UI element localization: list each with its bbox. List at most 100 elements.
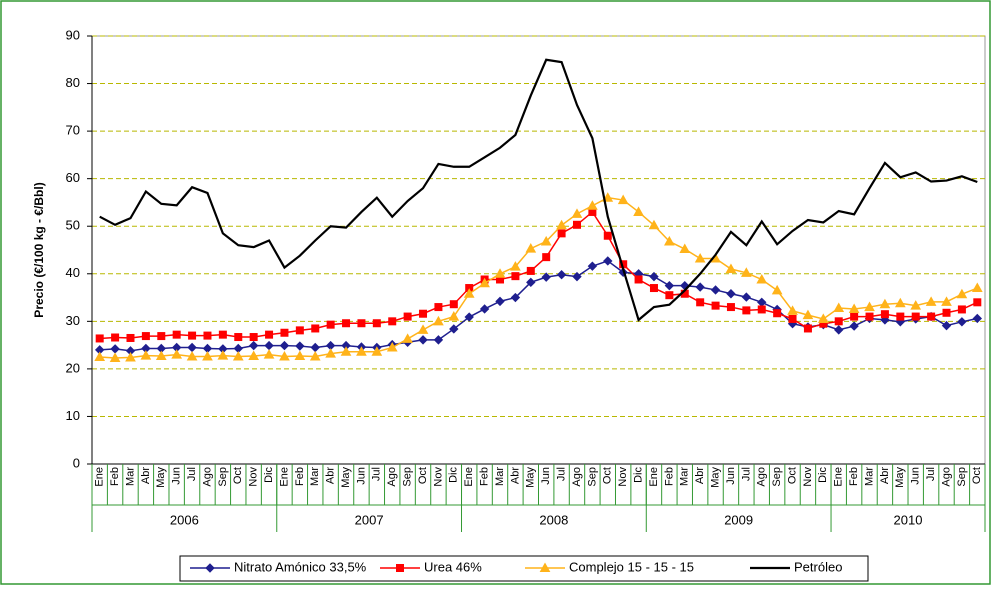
marker	[279, 340, 290, 351]
marker	[495, 296, 505, 307]
x-tick-label: Ago	[940, 467, 952, 487]
legend-label: Nitrato Amónico 33,5%	[234, 559, 367, 574]
x-tick-label: Ago	[201, 467, 213, 487]
marker	[711, 301, 720, 310]
legend-label: Complejo 15 - 15 - 15	[569, 559, 694, 574]
marker	[403, 312, 412, 321]
marker	[696, 298, 705, 307]
x-tick-label: Abr	[140, 467, 152, 484]
marker	[834, 325, 844, 335]
x-tick-label: Oct	[602, 467, 614, 484]
x-tick-label: Nov	[432, 467, 444, 487]
marker	[141, 332, 150, 341]
x-tick-label: Sep	[956, 467, 968, 487]
marker	[109, 352, 121, 362]
marker	[111, 333, 120, 342]
marker	[325, 348, 337, 358]
marker	[742, 306, 751, 315]
x-tick-label: Ene	[648, 467, 660, 487]
x-tick-label: Jun	[725, 467, 737, 485]
marker	[541, 272, 551, 282]
x-tick-label: Oct	[232, 467, 244, 484]
marker	[803, 324, 812, 333]
marker	[419, 309, 428, 318]
x-tick-label: Ago	[571, 467, 583, 487]
marker	[525, 243, 537, 253]
x-tick-label: Nov	[617, 467, 629, 487]
x-tick-label: May	[155, 467, 167, 488]
marker	[449, 300, 458, 309]
marker	[188, 331, 197, 340]
x-tick-label: Nov	[248, 467, 260, 487]
year-label: 2006	[170, 512, 199, 527]
x-tick-label: Ene	[94, 467, 106, 487]
x-tick-label: Mar	[679, 467, 691, 486]
x-tick-label: Jul	[556, 467, 568, 481]
marker	[371, 346, 383, 356]
marker	[571, 208, 583, 218]
marker	[218, 330, 227, 339]
marker	[309, 351, 321, 361]
y-tick-label: 50	[66, 218, 80, 233]
marker	[603, 231, 612, 240]
marker	[634, 275, 643, 284]
plot-area	[91, 35, 986, 465]
marker	[602, 192, 614, 202]
marker	[648, 219, 660, 230]
x-tick-label: Ene	[833, 467, 845, 487]
marker	[526, 266, 535, 275]
marker	[556, 270, 567, 280]
legend-label: Urea 46%	[424, 559, 482, 574]
x-tick-label: Dic	[632, 467, 644, 483]
marker	[572, 220, 581, 229]
marker	[157, 332, 166, 341]
year-label: 2008	[539, 512, 568, 527]
marker	[879, 298, 891, 309]
marker	[155, 350, 167, 361]
x-tick-label: Feb	[294, 467, 306, 486]
marker	[186, 351, 198, 361]
series-line	[99, 210, 978, 340]
marker	[788, 314, 797, 323]
x-tick-label: May	[894, 467, 906, 488]
marker	[911, 312, 920, 321]
legend-label: Petróleo	[794, 559, 842, 574]
x-tick-label: Oct	[971, 467, 983, 484]
x-tick-label: Nov	[802, 467, 814, 487]
marker	[679, 243, 691, 254]
x-tick-label: Feb	[479, 467, 491, 486]
marker	[280, 328, 289, 337]
marker	[834, 317, 843, 326]
marker	[556, 219, 567, 230]
marker	[510, 261, 521, 271]
y-tick-label: 30	[66, 313, 80, 328]
y-tick-label: 40	[66, 265, 80, 280]
x-tick-label: Mar	[309, 467, 321, 486]
x-tick-label: Jul	[925, 467, 937, 481]
marker	[817, 313, 829, 323]
y-tick-label: 80	[66, 75, 80, 90]
x-tick-label: Dic	[817, 467, 829, 483]
marker	[664, 280, 675, 291]
marker	[741, 292, 752, 302]
marker	[94, 351, 106, 361]
y-tick-label: 90	[66, 27, 80, 42]
marker	[894, 297, 906, 308]
marker	[864, 301, 875, 312]
x-tick-label: Dic	[448, 467, 460, 483]
marker	[896, 312, 905, 321]
marker	[434, 303, 443, 312]
marker	[388, 317, 397, 326]
marker	[263, 349, 275, 359]
marker	[342, 319, 351, 328]
marker	[202, 351, 213, 361]
marker	[633, 206, 644, 216]
marker	[464, 312, 474, 322]
marker	[603, 256, 613, 266]
marker	[140, 350, 152, 360]
x-tick-label: Sep	[402, 467, 414, 487]
marker	[171, 349, 183, 359]
marker	[217, 350, 229, 360]
marker	[294, 350, 306, 361]
marker	[295, 341, 305, 351]
